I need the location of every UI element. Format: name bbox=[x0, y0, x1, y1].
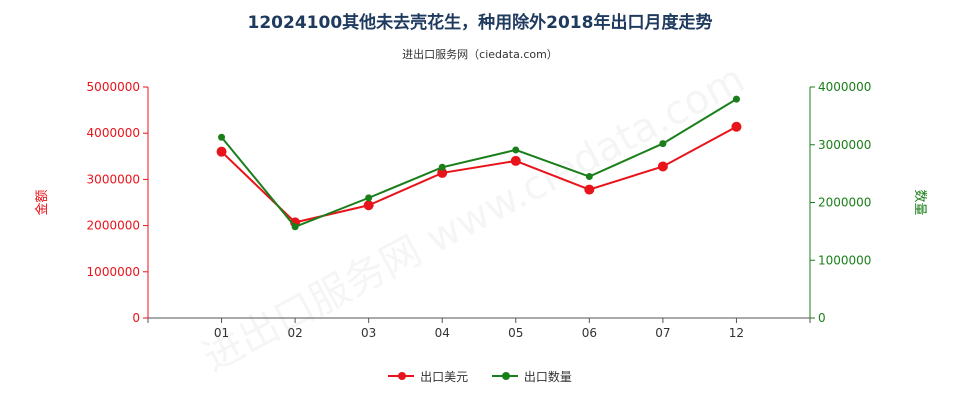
data-point-qty bbox=[512, 146, 520, 154]
series-line-qty bbox=[220, 98, 737, 228]
x-tick-label: 05 bbox=[508, 326, 523, 340]
y-tick-label-right: 0 bbox=[818, 311, 826, 325]
legend-label-qty: 出口数量 bbox=[523, 369, 572, 384]
data-point-qty bbox=[438, 163, 446, 171]
y-tick-label-right: 2000000 bbox=[818, 196, 871, 210]
chart-legend: 出口美元 出口数量 bbox=[0, 366, 960, 385]
data-point-usd bbox=[584, 184, 595, 195]
legend-item-qty[interactable]: 出口数量 bbox=[491, 368, 572, 385]
data-point-usd bbox=[731, 121, 742, 132]
y-tick-label-left: 5000000 bbox=[87, 80, 140, 94]
y-axis-title-right: 数量 bbox=[912, 189, 927, 215]
data-point-usd bbox=[437, 167, 448, 178]
data-point-usd bbox=[216, 146, 227, 157]
y-tick-label-right: 1000000 bbox=[818, 253, 871, 267]
y-tick-label-left: 4000000 bbox=[87, 126, 140, 140]
data-point-usd bbox=[657, 161, 668, 172]
x-tick-label: 03 bbox=[361, 326, 376, 340]
x-tick-label: 06 bbox=[582, 326, 597, 340]
data-point-qty bbox=[732, 95, 740, 103]
y-tick-label-left: 1000000 bbox=[87, 265, 140, 279]
data-point-usd bbox=[510, 155, 521, 166]
data-point-qty bbox=[659, 140, 667, 148]
chart-subtitle: 进出口服务网（ciedata.com） bbox=[402, 48, 558, 61]
data-point-qty bbox=[291, 223, 299, 231]
x-tick-label: 07 bbox=[655, 326, 670, 340]
data-point-usd bbox=[363, 200, 374, 211]
y-tick-label-left: 3000000 bbox=[87, 172, 140, 186]
x-tick-label: 12 bbox=[729, 326, 744, 340]
legend-swatch-usd bbox=[388, 372, 415, 380]
y-tick-label-right: 3000000 bbox=[818, 138, 871, 152]
legend-label-usd: 出口美元 bbox=[420, 369, 469, 384]
y-tick-label-right: 4000000 bbox=[818, 80, 871, 94]
x-tick-label: 01 bbox=[214, 326, 229, 340]
series-line-usd bbox=[220, 125, 737, 224]
chart-title: 12024100其他未去壳花生，种用除外2018年出口月度走势 bbox=[247, 13, 713, 33]
y-tick-label-left: 0 bbox=[132, 311, 140, 325]
y-axis-title-left: 金额 bbox=[34, 189, 50, 215]
x-tick-label: 04 bbox=[435, 326, 450, 340]
data-point-qty bbox=[585, 173, 593, 181]
legend-swatch-qty bbox=[491, 372, 518, 380]
y-tick-label-left: 2000000 bbox=[87, 219, 140, 233]
data-point-qty bbox=[365, 194, 373, 202]
data-point-qty bbox=[218, 133, 226, 141]
legend-item-usd[interactable]: 出口美元 bbox=[388, 368, 468, 385]
x-tick-label: 02 bbox=[287, 326, 302, 340]
